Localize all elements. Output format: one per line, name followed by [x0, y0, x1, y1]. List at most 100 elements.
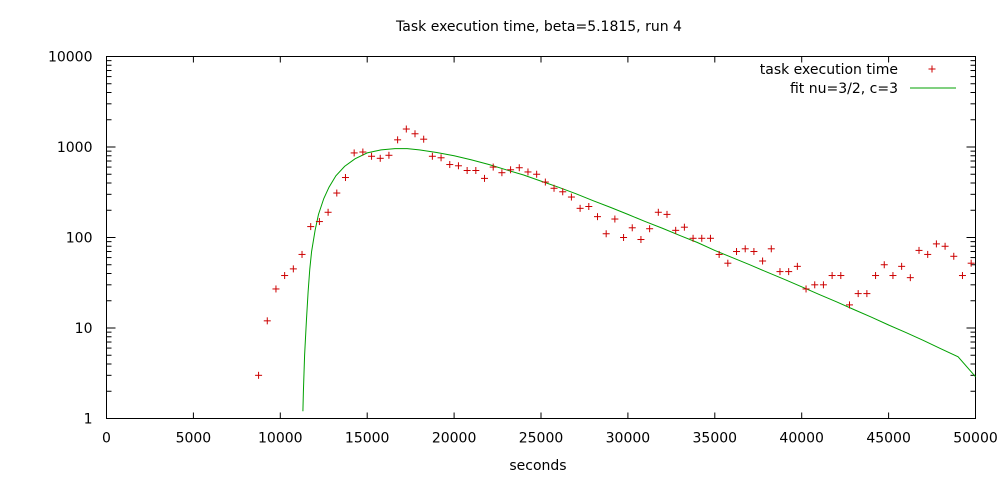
data-point [968, 260, 975, 267]
data-point [750, 248, 757, 255]
y-tick-label: 1000 [57, 140, 93, 156]
data-point [290, 265, 297, 272]
data-point [403, 126, 410, 133]
data-point [620, 234, 627, 241]
x-axis-label: seconds [509, 458, 566, 474]
data-point [698, 235, 705, 242]
data-point [655, 209, 662, 216]
data-point [846, 301, 853, 308]
x-tick-label: 0 [102, 431, 111, 447]
legend-marker-task-execution-time [929, 66, 936, 73]
data-point [603, 230, 610, 237]
x-tick-label: 40000 [779, 431, 824, 447]
data-point [759, 257, 766, 264]
data-point [498, 169, 505, 176]
data-point [455, 162, 462, 169]
data-point [516, 164, 523, 171]
data-point [542, 179, 549, 186]
data-point [429, 153, 436, 160]
data-point [255, 372, 262, 379]
data-point [733, 248, 740, 255]
data-point [811, 281, 818, 288]
x-tick-label: 10000 [258, 431, 303, 447]
data-point [907, 274, 914, 281]
legend-plus-marker [929, 66, 936, 73]
data-point [568, 194, 575, 201]
data-point [611, 216, 618, 223]
data-point [351, 149, 358, 156]
data-point [637, 236, 644, 243]
data-point [420, 136, 427, 143]
data-point [664, 211, 671, 218]
fit-series [303, 149, 976, 412]
data-point [863, 290, 870, 297]
data-point [889, 272, 896, 279]
y-axis-ticks: 1 10 100 1000 10000 [48, 50, 976, 428]
legend: task execution time fit nu=3/2, c=3 [760, 62, 956, 97]
data-point [942, 243, 949, 250]
data-point [690, 235, 697, 242]
x-tick-label: 5000 [176, 431, 212, 447]
data-point [307, 223, 314, 230]
data-point [924, 251, 931, 258]
x-tick-label: 30000 [606, 431, 651, 447]
data-point [916, 247, 923, 254]
data-point [481, 175, 488, 182]
data-point [446, 161, 453, 168]
x-tick-label: 35000 [693, 431, 738, 447]
data-point [742, 245, 749, 252]
fit-line [303, 149, 976, 412]
data-point [898, 263, 905, 270]
data-point [629, 224, 636, 231]
y-tick-label: 100 [66, 231, 93, 247]
y-tick-label: 10000 [48, 50, 93, 66]
data-point [342, 174, 349, 181]
data-point [524, 168, 531, 175]
data-point [933, 240, 940, 247]
y-tick-label: 10 [75, 321, 93, 337]
x-axis-ticks: 0 5000 10000 15000 20000 25000 30000 35000 40000… [102, 57, 998, 447]
data-point [794, 263, 801, 270]
x-tick-label: 15000 [345, 431, 390, 447]
data-point [646, 225, 653, 232]
task-execution-time-series [255, 126, 975, 379]
data-point [881, 261, 888, 268]
data-point [377, 155, 384, 162]
data-point [837, 272, 844, 279]
chart-title: Task execution time, beta=5.1815, run 4 [395, 19, 682, 35]
data-point [594, 213, 601, 220]
legend-label-fit: fit nu=3/2, c=3 [790, 81, 898, 97]
data-point [768, 245, 775, 252]
data-point [577, 205, 584, 212]
data-point [785, 268, 792, 275]
legend-label-task-execution-time: task execution time [760, 62, 898, 78]
data-point [533, 171, 540, 178]
data-point [385, 152, 392, 159]
data-point [803, 285, 810, 292]
data-point [681, 224, 688, 231]
data-point [264, 317, 271, 324]
x-tick-label: 45000 [866, 431, 911, 447]
data-point [959, 272, 966, 279]
data-point [411, 130, 418, 137]
data-point [333, 190, 340, 197]
plot-area-frame [107, 57, 976, 419]
x-tick-label: 20000 [432, 431, 477, 447]
data-point [829, 272, 836, 279]
data-point [855, 290, 862, 297]
data-point [950, 253, 957, 260]
data-point [438, 154, 445, 161]
data-point [716, 251, 723, 258]
data-point [394, 136, 401, 143]
data-point [359, 149, 366, 156]
x-tick-label: 25000 [519, 431, 564, 447]
data-point [464, 167, 471, 174]
data-point [872, 272, 879, 279]
y-tick-label: 1 [84, 412, 93, 428]
data-point [281, 272, 288, 279]
data-point [585, 203, 592, 210]
data-point [776, 268, 783, 275]
data-point [272, 285, 279, 292]
data-point [368, 153, 375, 160]
